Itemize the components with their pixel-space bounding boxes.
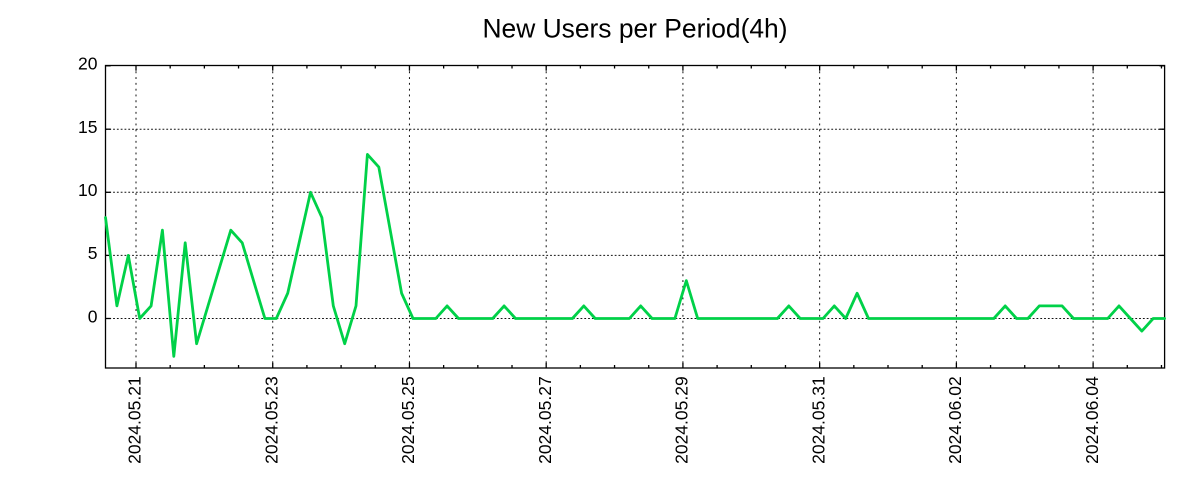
svg-text:2024.05.23: 2024.05.23 — [261, 376, 281, 464]
svg-text:20: 20 — [78, 54, 98, 74]
svg-text:2024.05.31: 2024.05.31 — [808, 376, 828, 464]
svg-text:10: 10 — [78, 180, 98, 200]
svg-text:New Users per Period(4h): New Users per Period(4h) — [482, 13, 787, 43]
svg-text:15: 15 — [78, 117, 97, 137]
svg-text:2024.05.25: 2024.05.25 — [398, 376, 418, 464]
svg-text:2024.05.29: 2024.05.29 — [672, 376, 692, 464]
svg-text:2024.06.02: 2024.06.02 — [945, 376, 965, 464]
svg-text:5: 5 — [88, 243, 98, 263]
svg-text:0: 0 — [88, 306, 98, 326]
svg-text:2024.06.04: 2024.06.04 — [1082, 376, 1102, 464]
svg-text:2024.05.21: 2024.05.21 — [125, 376, 145, 464]
svg-text:2024.05.27: 2024.05.27 — [535, 376, 555, 464]
